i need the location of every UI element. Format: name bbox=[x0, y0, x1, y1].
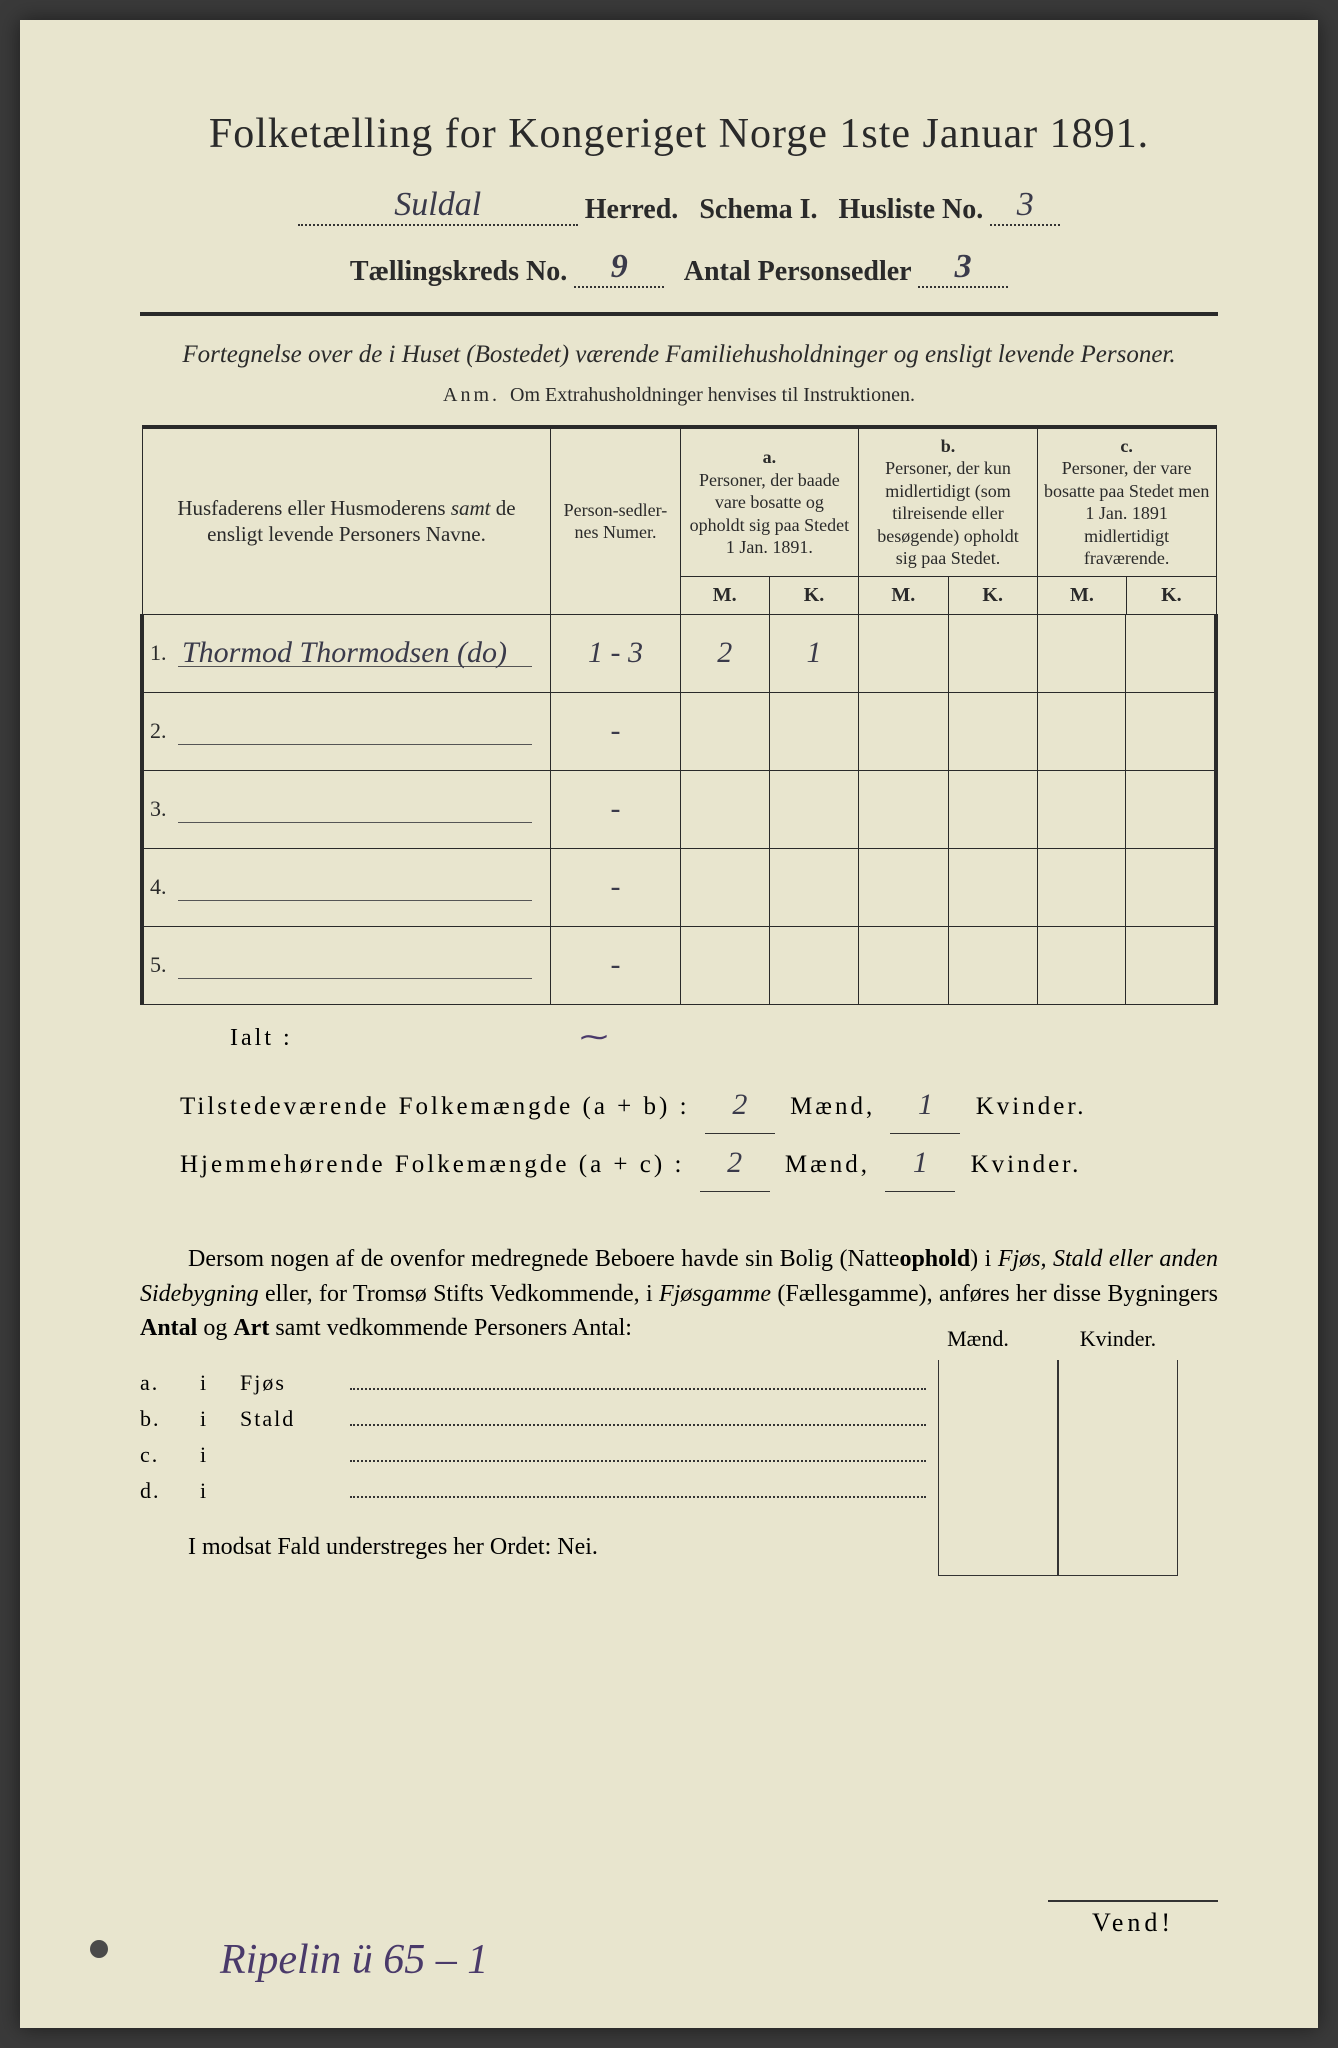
resident-women: 1 bbox=[913, 1146, 928, 1179]
mk-headers: Mænd. Kvinder. bbox=[918, 1326, 1178, 1352]
maend-column bbox=[938, 1360, 1058, 1576]
table-row: 5.- bbox=[142, 926, 1216, 1004]
col-header-b: b. Personer, der kun midlertidigt (som t… bbox=[859, 427, 1038, 577]
side-building-block: Mænd. Kvinder. a.iFjøsb.iStaldc.id.i bbox=[140, 1370, 1218, 1504]
anm-label: Anm. bbox=[443, 384, 500, 406]
kreds-value: 9 bbox=[611, 248, 628, 285]
header-line-2: Suldal Herred. Schema I. Husliste No. 3 bbox=[140, 186, 1218, 226]
col-header-a: a. Personer, der baade vare bosatte og o… bbox=[680, 427, 859, 577]
ialt-label: Ialt : bbox=[230, 1025, 1218, 1052]
table-row: 4.- bbox=[142, 848, 1216, 926]
totals-line-2: Hjemmehørende Folkemængde (a + c) : 2 Mæ… bbox=[180, 1134, 1218, 1192]
schema-label: Schema I. bbox=[699, 194, 817, 225]
subhead-b: M.K. bbox=[859, 576, 1038, 614]
household-table: Husfaderens eller Husmoderens samt de en… bbox=[140, 425, 1218, 1005]
herred-label: Herred. bbox=[585, 194, 679, 225]
census-form-page: Folketælling for Kongeriget Norge 1ste J… bbox=[20, 20, 1318, 2028]
resident-men: 2 bbox=[727, 1146, 742, 1179]
subheading: Fortegnelse over de i Huset (Bostedet) v… bbox=[140, 338, 1218, 372]
kreds-label: Tællingskreds No. bbox=[350, 256, 567, 287]
totals-line-1: Tilstedeværende Folkemængde (a + b) : 2 … bbox=[180, 1076, 1218, 1134]
table-row: 1.Thormod Thormodsen (do)1 - 321 bbox=[142, 614, 1216, 692]
divider bbox=[140, 312, 1218, 316]
sedler-value: 3 bbox=[955, 248, 972, 285]
mk-boxes bbox=[938, 1360, 1178, 1576]
table-row: 2.- bbox=[142, 692, 1216, 770]
totals-block: Tilstedeværende Folkemængde (a + b) : 2 … bbox=[180, 1076, 1218, 1192]
bottom-handwritten-note: Ripelin ü 65 – 1 bbox=[220, 1936, 488, 1984]
correction-mark: ⁓ bbox=[580, 1020, 608, 1054]
page-title: Folketælling for Kongeriget Norge 1ste J… bbox=[140, 110, 1218, 158]
col-header-c: c. Personer, der vare bosatte paa Stedet… bbox=[1037, 427, 1216, 577]
punch-hole-icon bbox=[90, 1940, 108, 1958]
col-header-numer: Person-sedler-nes Numer. bbox=[551, 427, 680, 615]
husliste-label: Husliste No. bbox=[839, 194, 984, 225]
kvinder-column bbox=[1058, 1360, 1178, 1576]
herred-value: Suldal bbox=[394, 186, 481, 223]
anm-note: Anm. Om Extrahusholdninger henvises til … bbox=[140, 384, 1218, 407]
table-row: 3.- bbox=[142, 770, 1216, 848]
subhead-c: M.K. bbox=[1037, 576, 1216, 614]
subhead-a: M.K. bbox=[680, 576, 859, 614]
col-header-names: Husfaderens eller Husmoderens samt de en… bbox=[142, 427, 551, 615]
husliste-value: 3 bbox=[1017, 186, 1034, 223]
vend-label: Vend! bbox=[1048, 1900, 1218, 1938]
present-women: 1 bbox=[918, 1088, 933, 1121]
sedler-label: Antal Personsedler bbox=[684, 256, 911, 287]
header-line-3: Tællingskreds No. 9 Antal Personsedler 3 bbox=[140, 248, 1218, 288]
present-men: 2 bbox=[732, 1088, 747, 1121]
anm-text: Om Extrahusholdninger henvises til Instr… bbox=[510, 384, 915, 406]
